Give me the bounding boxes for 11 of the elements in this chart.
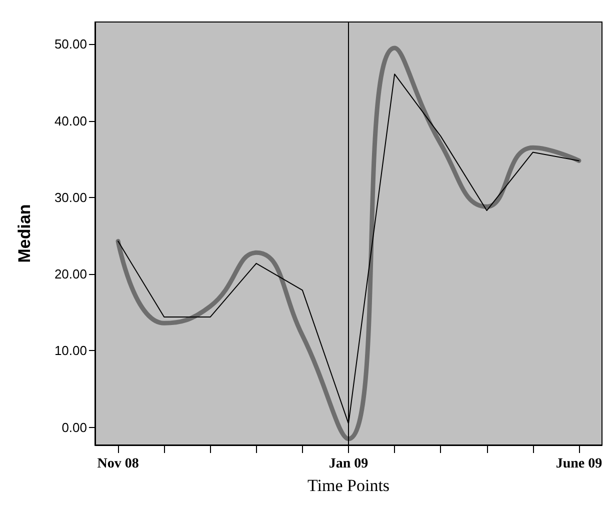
x-tick-label: June 09	[556, 456, 602, 472]
x-tick-label: Nov 08	[97, 456, 139, 472]
y-tick-label: 10.00	[54, 343, 87, 358]
x-axis-title: Time Points	[307, 476, 390, 495]
y-tick-label: 0.00	[62, 420, 87, 435]
y-tick-label: 20.00	[54, 266, 87, 282]
y-tick-label: 50.00	[54, 36, 87, 52]
y-axis-title: Median	[15, 204, 34, 263]
y-tick-label: 40.00	[54, 113, 87, 128]
x-tick-label: Jan 09	[328, 456, 368, 472]
y-tick-label: 30.00	[54, 190, 87, 205]
